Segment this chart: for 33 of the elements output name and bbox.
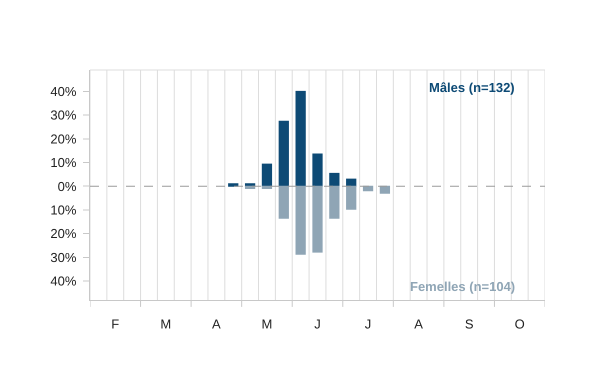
- y-tick-label: 30%: [50, 250, 77, 265]
- bar: [312, 186, 323, 253]
- y-tick-label: 20%: [50, 131, 77, 146]
- x-tick-label: S: [464, 316, 474, 332]
- y-tick-label: 0%: [58, 178, 77, 194]
- bar: [329, 172, 340, 187]
- bar: [312, 153, 323, 187]
- x-tick-label: M: [262, 316, 272, 332]
- bar: [262, 164, 272, 187]
- bar: [244, 186, 256, 190]
- bar: [296, 186, 306, 255]
- y-tick-label: 10%: [50, 155, 77, 170]
- y-tick-label: 40%: [50, 84, 77, 99]
- bar: [278, 186, 289, 219]
- x-tick-label: A: [212, 316, 222, 332]
- y-tick-label: 20%: [50, 226, 77, 242]
- bar: [380, 186, 390, 194]
- x-tick-label: A: [414, 316, 424, 332]
- y-tick-label: 30%: [50, 108, 77, 123]
- bar: [262, 186, 272, 190]
- bar: [329, 186, 340, 219]
- x-tick-label: O: [514, 316, 525, 332]
- x-tick-label: J: [364, 316, 372, 332]
- y-tick-label: 10%: [50, 202, 77, 218]
- y-tick-label: 40%: [50, 274, 77, 289]
- text: Femelles (n=104): [410, 279, 516, 294]
- bar: [346, 186, 356, 210]
- bar: [296, 90, 306, 187]
- text: Mâles (n=132): [429, 80, 515, 95]
- bar: [278, 120, 289, 187]
- x-tick-label: J: [314, 316, 321, 332]
- x-tick-label: F: [111, 316, 120, 332]
- x-tick-label: M: [160, 316, 172, 332]
